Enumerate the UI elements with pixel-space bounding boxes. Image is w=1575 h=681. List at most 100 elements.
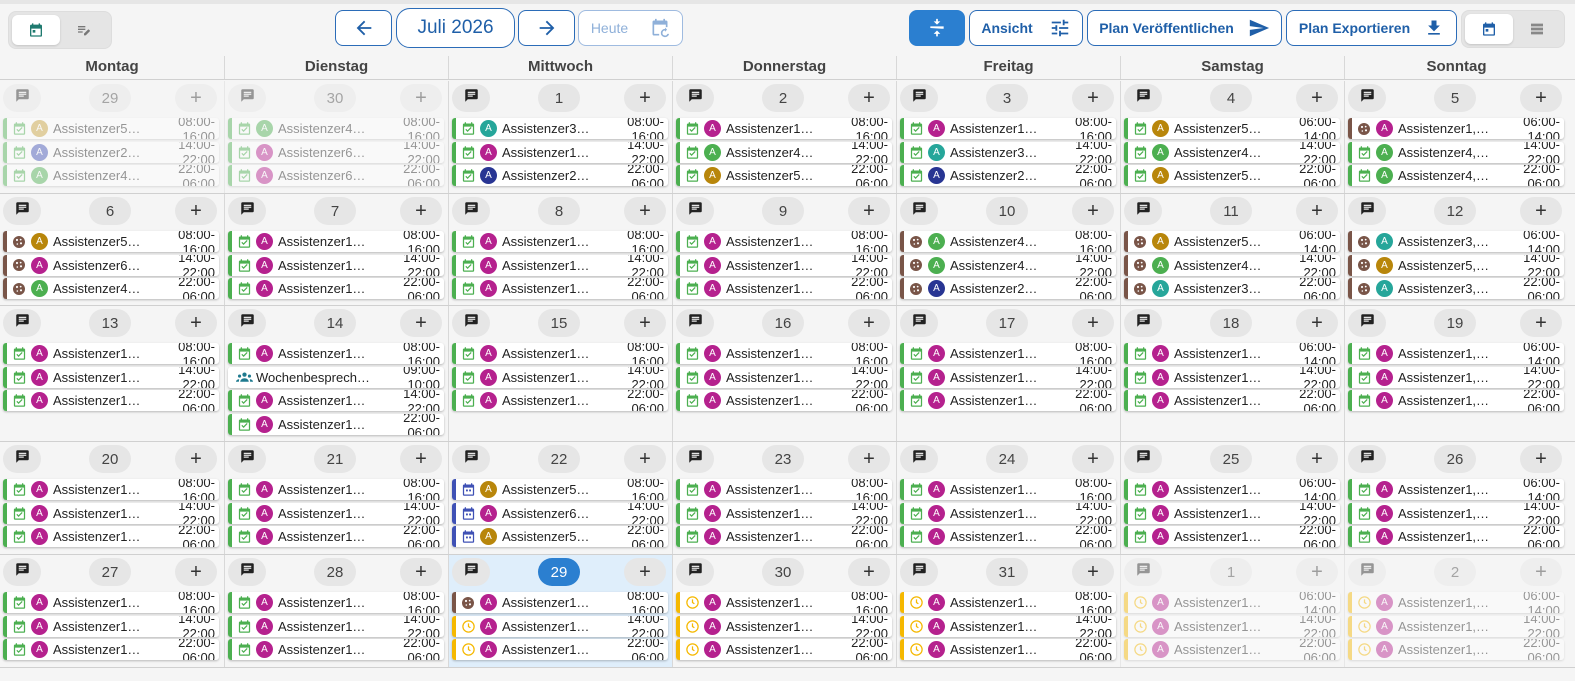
shift-card[interactable]: A Assistenzer1… 08:00-16:00	[900, 479, 1116, 500]
shift-card[interactable]: A Assistenzer5… 22:00-06:00	[452, 526, 668, 548]
shift-card[interactable]: A Assistenzer1… 08:00-16:00	[676, 118, 892, 139]
comment-button[interactable]	[676, 445, 714, 473]
shift-card[interactable]: Wochenbesprech… 09:00-10:00	[228, 366, 444, 388]
day-number[interactable]: 27	[89, 558, 131, 586]
shift-card[interactable]: A Assistenzer1… 22:00-06:00	[3, 639, 219, 661]
day-number[interactable]: 13	[89, 309, 131, 337]
comment-button[interactable]	[1124, 445, 1162, 473]
day-number[interactable]: 16	[762, 309, 804, 337]
shift-card[interactable]: A Assistenzer1… 14:00-22:00	[1124, 366, 1340, 388]
comment-button[interactable]	[900, 445, 938, 473]
shift-card[interactable]: A Assistenzer1… 14:00-22:00	[676, 615, 892, 637]
add-shift-button[interactable]: +	[1296, 558, 1338, 586]
day-cell[interactable]: 25 + A Assistenzer1… 06:00-14:00 A Assistenzer…	[1120, 442, 1344, 554]
shift-card[interactable]: A Assistenzer1… 22:00-06:00	[228, 526, 444, 548]
comment-button[interactable]	[452, 558, 490, 586]
add-shift-button[interactable]: +	[1072, 309, 1114, 337]
add-shift-button[interactable]: +	[848, 197, 890, 225]
shift-card[interactable]: A Assistenzer4… 14:00-22:00	[676, 141, 892, 163]
shift-card[interactable]: A Assistenzer1,… 14:00-22:00	[1348, 502, 1564, 524]
day-cell[interactable]: 11 + A Assistenzer5… 06:00-14:00 A Assistenzer…	[1120, 194, 1344, 305]
shift-card[interactable]: A Assistenzer4… 08:00-16:00	[228, 118, 444, 139]
add-shift-button[interactable]: +	[1296, 309, 1338, 337]
day-cell[interactable]: 31 + A Assistenzer1… 08:00-16:00 A Assistenzer…	[896, 555, 1120, 667]
add-shift-button[interactable]: +	[400, 309, 442, 337]
shift-card[interactable]: A Assistenzer1… 22:00-06:00	[452, 639, 668, 661]
day-number[interactable]: 30	[762, 558, 804, 586]
day-cell[interactable]: 18 + A Assistenzer1… 06:00-14:00 A Assistenzer…	[1120, 306, 1344, 441]
add-shift-button[interactable]: +	[848, 558, 890, 586]
day-number[interactable]: 31	[986, 558, 1028, 586]
comment-button[interactable]	[676, 309, 714, 337]
comment-button[interactable]	[3, 309, 41, 337]
add-shift-button[interactable]: +	[1520, 84, 1562, 112]
compact-view-button[interactable]	[909, 10, 965, 46]
comment-button[interactable]	[1124, 558, 1162, 586]
day-number[interactable]: 19	[1434, 309, 1476, 337]
shift-card[interactable]: A Assistenzer1… 14:00-22:00	[1124, 502, 1340, 524]
day-number[interactable]: 4	[1210, 84, 1252, 112]
day-cell[interactable]: 28 + A Assistenzer1… 08:00-16:00 A Assistenzer…	[224, 555, 448, 667]
shift-card[interactable]: A Assistenzer1… 14:00-22:00	[900, 502, 1116, 524]
shift-card[interactable]: A Assistenzer1… 14:00-22:00	[676, 366, 892, 388]
shift-card[interactable]: A Assistenzer4… 14:00-22:00	[900, 254, 1116, 276]
day-number[interactable]: 5	[1434, 84, 1476, 112]
shift-card[interactable]: A Assistenzer1… 14:00-22:00	[452, 615, 668, 637]
shift-card[interactable]: A Assistenzer1… 14:00-22:00	[3, 615, 219, 637]
day-cell[interactable]: 14 + A Assistenzer1… 08:00-16:00 Wochenbespre…	[224, 306, 448, 441]
day-number[interactable]: 20	[89, 445, 131, 473]
shift-card[interactable]: A Assistenzer1,… 06:00-14:00	[1348, 592, 1564, 613]
shift-card[interactable]: A Assistenzer1… 22:00-06:00	[1124, 639, 1340, 661]
add-shift-button[interactable]: +	[848, 445, 890, 473]
shift-card[interactable]: A Assistenzer6… 22:00-06:00	[228, 165, 444, 187]
day-cell[interactable]: 27 + A Assistenzer1… 08:00-16:00 A Assistenzer…	[0, 555, 224, 667]
comment-button[interactable]	[676, 84, 714, 112]
shift-card[interactable]: A Assistenzer1… 14:00-22:00	[228, 502, 444, 524]
comment-button[interactable]	[452, 84, 490, 112]
day-number[interactable]: 24	[986, 445, 1028, 473]
day-cell[interactable]: 30 + A Assistenzer1… 08:00-16:00 A Assistenzer…	[672, 555, 896, 667]
shift-card[interactable]: A Assistenzer1,… 22:00-06:00	[1348, 639, 1564, 661]
shift-card[interactable]: A Assistenzer1… 14:00-22:00	[452, 366, 668, 388]
comment-button[interactable]	[1124, 84, 1162, 112]
today-button[interactable]: Heute	[578, 10, 683, 46]
shift-card[interactable]: A Assistenzer1… 08:00-16:00	[676, 479, 892, 500]
add-shift-button[interactable]: +	[624, 84, 666, 112]
shift-card[interactable]: A Assistenzer4… 14:00-22:00	[1124, 254, 1340, 276]
comment-button[interactable]	[228, 197, 266, 225]
add-shift-button[interactable]: +	[1296, 197, 1338, 225]
add-shift-button[interactable]: +	[400, 84, 442, 112]
day-number[interactable]: 3	[986, 84, 1028, 112]
add-shift-button[interactable]: +	[1520, 197, 1562, 225]
add-shift-button[interactable]: +	[1520, 558, 1562, 586]
shift-card[interactable]: A Assistenzer6… 14:00-22:00	[3, 254, 219, 276]
day-number[interactable]: 14	[314, 309, 356, 337]
add-shift-button[interactable]: +	[175, 558, 217, 586]
day-cell[interactable]: 16 + A Assistenzer1… 08:00-16:00 A Assistenzer…	[672, 306, 896, 441]
day-number[interactable]: 2	[1434, 558, 1476, 586]
shift-card[interactable]: A Assistenzer4… 08:00-16:00	[900, 231, 1116, 252]
shift-card[interactable]: A Assistenzer1,… 06:00-14:00	[1348, 343, 1564, 364]
shift-card[interactable]: A Assistenzer5… 22:00-06:00	[676, 165, 892, 187]
month-title-button[interactable]: Juli 2026	[396, 8, 515, 48]
shift-card[interactable]: A Assistenzer2… 14:00-22:00	[3, 141, 219, 163]
day-cell[interactable]: 29 + A Assistenzer1… 08:00-16:00 A Assistenzer…	[448, 555, 672, 667]
comment-button[interactable]	[228, 84, 266, 112]
shift-card[interactable]: A Assistenzer1… 08:00-16:00	[900, 343, 1116, 364]
day-cell[interactable]: 2 + A Assistenzer1,… 06:00-14:00 A Assistenzer…	[1344, 555, 1568, 667]
comment-button[interactable]	[1124, 309, 1162, 337]
comment-button[interactable]	[1348, 197, 1386, 225]
shift-card[interactable]: A Assistenzer2… 22:00-06:00	[900, 278, 1116, 300]
shift-card[interactable]: A Assistenzer3… 22:00-06:00	[1124, 278, 1340, 300]
day-number[interactable]: 26	[1434, 445, 1476, 473]
add-shift-button[interactable]: +	[400, 445, 442, 473]
shift-card[interactable]: A Assistenzer5… 08:00-16:00	[3, 231, 219, 252]
list-layout-button[interactable]	[1513, 14, 1561, 44]
shift-card[interactable]: A Assistenzer1… 08:00-16:00	[676, 231, 892, 252]
day-cell[interactable]: 23 + A Assistenzer1… 08:00-16:00 A Assistenzer…	[672, 442, 896, 554]
add-shift-button[interactable]: +	[624, 197, 666, 225]
add-shift-button[interactable]: +	[848, 84, 890, 112]
comment-button[interactable]	[1124, 197, 1162, 225]
shift-card[interactable]: A Assistenzer1… 06:00-14:00	[1124, 343, 1340, 364]
day-number[interactable]: 29	[89, 84, 131, 112]
